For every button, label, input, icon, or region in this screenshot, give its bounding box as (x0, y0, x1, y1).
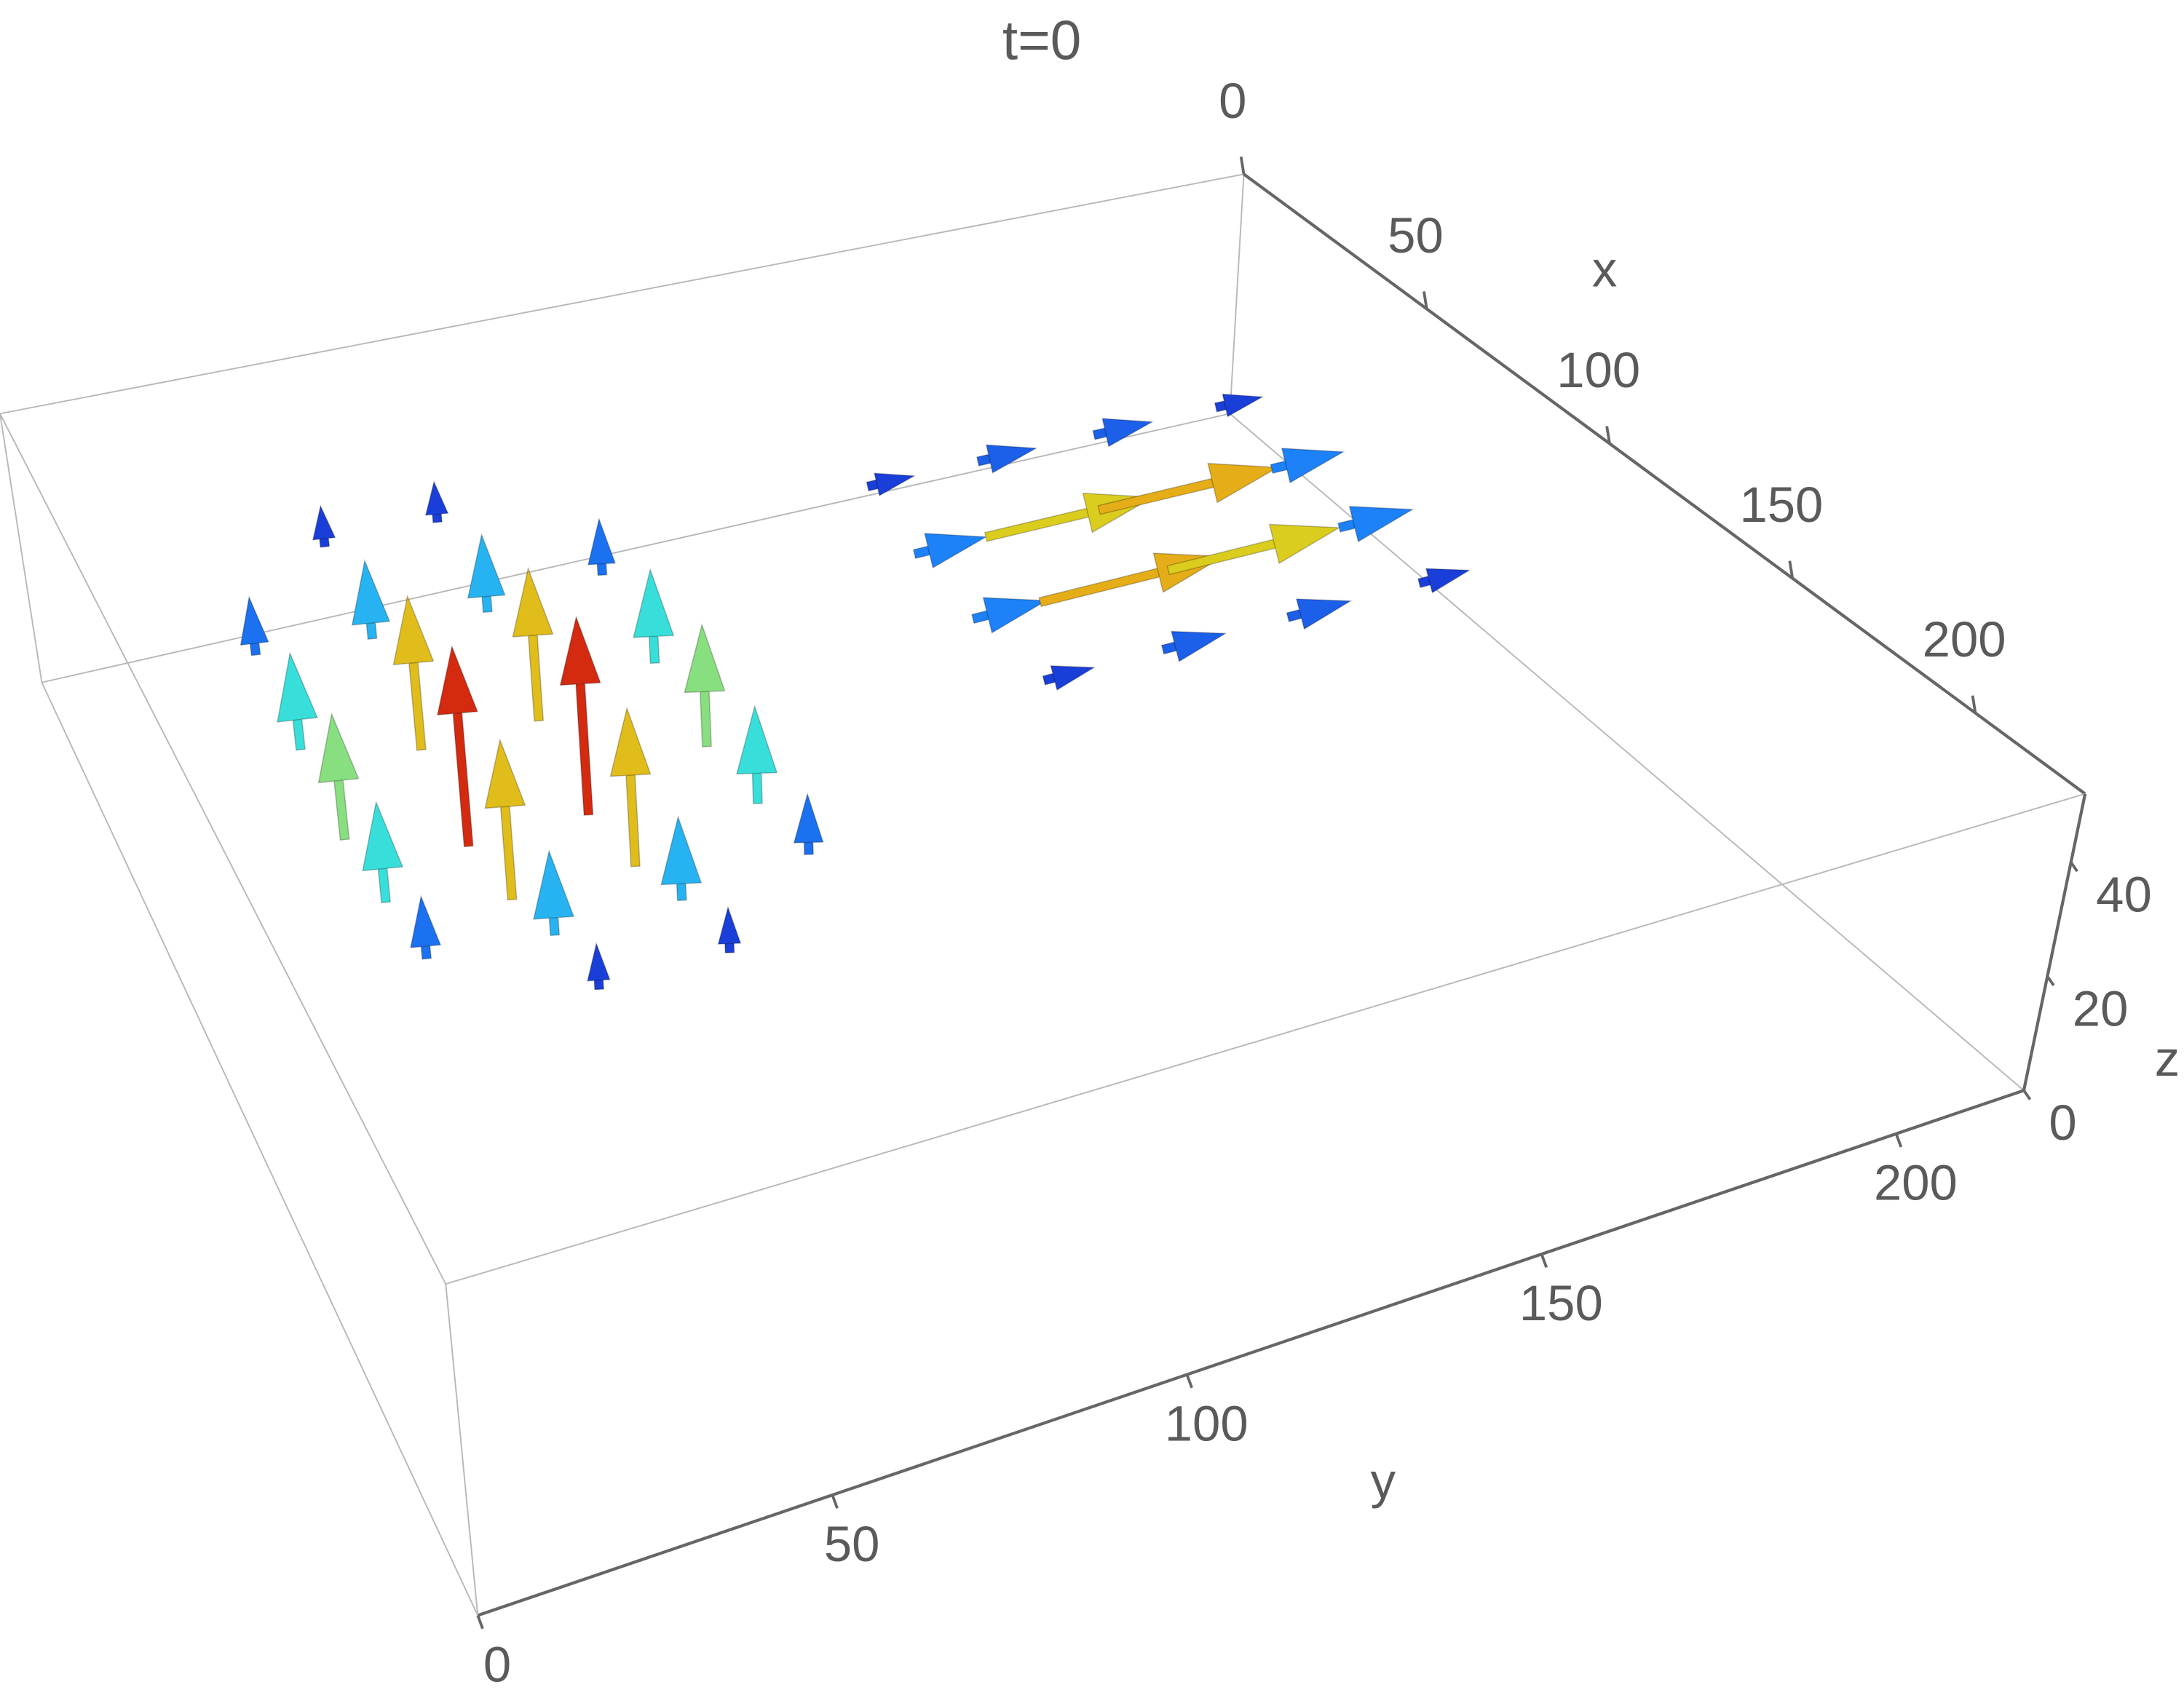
vector-arrow (587, 941, 611, 991)
vector-arrow (436, 644, 478, 848)
z-tick (2070, 861, 2078, 873)
y-tick-label: 150 (1519, 1275, 1603, 1331)
axis-line (1243, 172, 2086, 796)
vector-arrow (736, 705, 778, 804)
vector-arrow (1166, 523, 1342, 576)
vector-arrow (484, 738, 526, 901)
x-tick-label: 50 (1388, 207, 1444, 263)
z-tick-label: 40 (2096, 867, 2152, 923)
x-tick (1605, 426, 1611, 444)
vector-arrow (1160, 630, 1227, 662)
z-tick (2022, 1090, 2032, 1100)
y-tick (1540, 1253, 1548, 1269)
box-edge (41, 413, 1230, 683)
axis-line (477, 1089, 2025, 1617)
vector-arrow (660, 815, 703, 902)
vector-arrow (633, 568, 675, 664)
vector-arrow (793, 792, 824, 856)
vector-arrow (351, 558, 391, 640)
box-edge (445, 793, 2086, 1285)
x-tick (1788, 560, 1795, 579)
vector-arrow (392, 594, 435, 751)
vector-arrow (559, 615, 601, 816)
vector-arrow (240, 595, 269, 656)
vector-arrow (410, 894, 442, 960)
z-tick-label: 0 (2049, 1095, 2076, 1151)
box-edge (41, 682, 479, 1616)
vector-arrow (976, 444, 1038, 474)
vector-arrow (717, 905, 742, 953)
x-tick (1971, 695, 1977, 713)
y-tick (1185, 1373, 1193, 1389)
vector-arrow (684, 622, 726, 747)
vector-arrow (533, 849, 575, 937)
vector-arrow (971, 597, 1048, 634)
z-tick (2046, 975, 2055, 986)
y-tick (476, 1614, 484, 1630)
vector-arrow (1042, 665, 1096, 691)
x-tick-label: 200 (1923, 611, 2006, 667)
vector-arrow (1286, 598, 1353, 630)
z-axis-label: z (2155, 1031, 2180, 1087)
vector-arrow (1092, 418, 1155, 448)
vector-arrow (1417, 568, 1471, 594)
x-tick-label: 0 (1219, 73, 1246, 129)
vector-arrow (512, 566, 554, 722)
vector-arrow (609, 706, 652, 868)
vector-arrow (424, 480, 449, 523)
y-tick (1894, 1133, 1903, 1148)
vector-arrow (1270, 448, 1345, 484)
y-tick-label: 0 (483, 1636, 511, 1692)
box-edge (0, 413, 43, 683)
vector-arrow (317, 712, 360, 841)
x-axis-label: x (1592, 241, 1617, 297)
y-tick-label: 50 (824, 1516, 880, 1572)
box-edge (1229, 413, 2025, 1091)
box-edge (0, 173, 1244, 415)
vector-arrow (312, 504, 336, 548)
y-tick-label: 100 (1165, 1396, 1249, 1452)
vector-arrow (467, 533, 506, 614)
vector-arrow (362, 800, 404, 904)
vector-arrow (1097, 462, 1280, 515)
y-axis-label: y (1371, 1453, 1396, 1509)
x-tick (1239, 156, 1246, 175)
vector-arrow (1214, 393, 1265, 418)
x-tick (1423, 291, 1428, 309)
vector-arrow (587, 517, 616, 576)
box-edge (0, 413, 447, 1285)
x-tick-label: 100 (1556, 342, 1640, 398)
box-edge (1229, 174, 1245, 414)
y-tick-label: 200 (1874, 1155, 1958, 1211)
x-tick-label: 150 (1739, 477, 1823, 533)
vector-arrow (277, 651, 318, 751)
y-tick (831, 1494, 839, 1509)
axis-line (2022, 793, 2087, 1091)
vector-arrow (866, 472, 917, 496)
z-tick-label: 20 (2073, 980, 2129, 1036)
chart-title: t=0 (1002, 10, 1082, 72)
box-edge (445, 1284, 479, 1616)
vector-arrow (1337, 506, 1415, 543)
vector-arrow (912, 533, 988, 569)
